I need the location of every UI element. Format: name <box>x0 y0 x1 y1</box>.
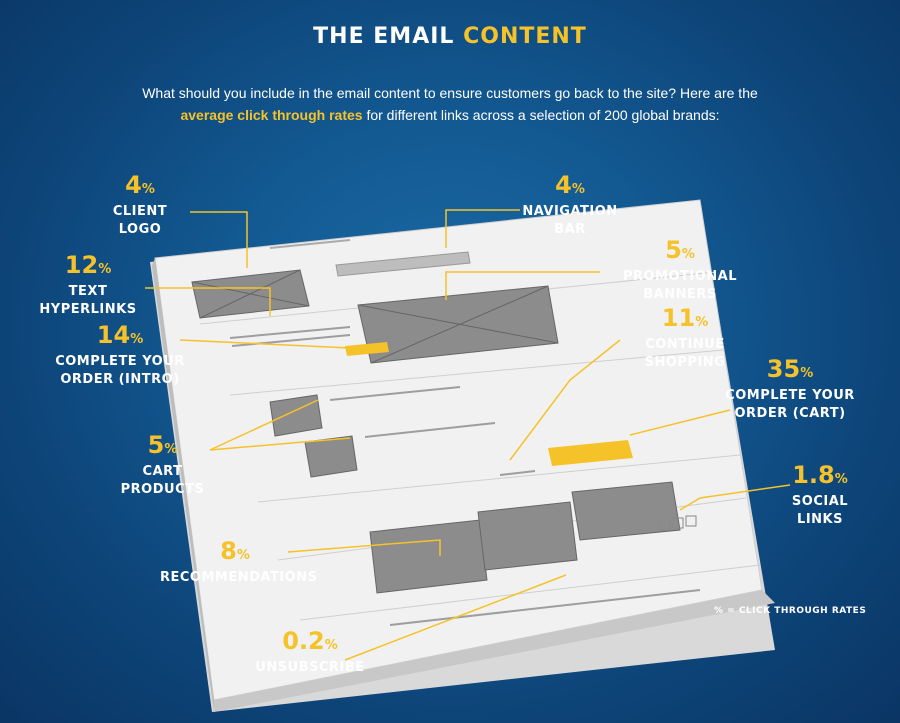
recommendation-box <box>571 481 681 541</box>
intro-text: What should you include in the email con… <box>120 82 780 126</box>
pct-unit: % <box>164 442 178 457</box>
label-name: RECOMMENDATIONS <box>160 570 318 585</box>
pct-value: 12 <box>64 251 99 279</box>
title-accent: CONTENT <box>463 24 587 49</box>
pct-value: 4 <box>125 171 142 199</box>
label-name: UNSUBSCRIBE <box>255 660 365 675</box>
social-icon <box>672 517 684 529</box>
pct-value: 14 <box>96 321 131 349</box>
legend-note: % = CLICK THROUGH RATES <box>714 606 867 616</box>
label-text-hyperlinks: 12% TEXT HYPERLINKS <box>18 252 158 319</box>
label-name: NAVIGATION BAR <box>522 204 618 237</box>
label-name: COMPLETE YOUR <box>725 388 855 403</box>
pct-value: 35 <box>766 355 801 383</box>
pct-unit: % <box>141 182 155 197</box>
cart-product-image <box>269 394 323 437</box>
pct-value: 11 <box>661 304 696 332</box>
recommendation-box <box>477 501 578 571</box>
page-edge-bottom <box>214 590 775 712</box>
pct-value: 8 <box>220 537 237 565</box>
label-name: CART PRODUCTS <box>120 464 205 497</box>
label-name: ORDER (CART) <box>734 406 846 421</box>
cart-product-image <box>304 435 358 478</box>
page-title: THE EMAIL CONTENT <box>0 24 900 49</box>
pct-unit: % <box>98 262 112 277</box>
label-promotional-banners: 5% PROMOTIONAL BANNERS <box>600 237 760 304</box>
label-name: CLIENT LOGO <box>112 204 168 237</box>
continue-shopping-link <box>499 470 536 476</box>
label-complete-order-cart: 35% COMPLETE YOUR ORDER (CART) <box>725 356 855 423</box>
label-social-links: 1.8% SOCIAL LINKS <box>770 462 870 529</box>
social-icon <box>659 519 671 531</box>
divider <box>257 454 741 503</box>
intro-after: for different links across a selection o… <box>362 107 720 123</box>
divider <box>229 349 724 396</box>
header-text-lines <box>269 239 351 249</box>
title-main: THE EMAIL <box>313 24 464 49</box>
label-name: COMPLETE YOUR <box>55 354 185 369</box>
label-complete-order-intro: 14% COMPLETE YOUR ORDER (INTRO) <box>55 322 185 389</box>
pct-unit: % <box>324 638 338 653</box>
label-client-logo: 4% CLIENT LOGO <box>95 172 185 239</box>
pct-value: 5 <box>665 236 682 264</box>
pct-unit: % <box>834 472 848 487</box>
social-icon <box>685 515 697 527</box>
recommendation-box <box>369 519 488 594</box>
label-navigation-bar: 4% NAVIGATION BAR <box>510 172 630 239</box>
navigation-bar-box <box>335 251 471 277</box>
label-unsubscribe: 0.2% UNSUBSCRIBE <box>255 628 365 677</box>
pct-unit: % <box>130 332 144 347</box>
leader-lines <box>145 209 791 661</box>
pct-value: 0.2 <box>282 627 325 655</box>
complete-order-cart-button <box>548 440 633 466</box>
unsubscribe-footer-text <box>389 589 701 626</box>
pct-value: 5 <box>147 431 165 459</box>
label-continue-shopping: 11% CONTINUE SHOPPING <box>615 305 755 372</box>
label-name: TEXT HYPERLINKS <box>39 284 137 317</box>
pct-value: 4 <box>555 171 572 199</box>
pct-unit: % <box>571 182 585 197</box>
divider <box>299 564 761 621</box>
intro-before: What should you include in the email con… <box>142 85 758 101</box>
pct-unit: % <box>800 366 814 381</box>
label-cart-products: 5% CART PRODUCTS <box>105 432 220 499</box>
label-name: CONTINUE SHOPPING <box>644 337 726 370</box>
pct-unit: % <box>681 247 695 262</box>
label-name: SOCIAL LINKS <box>791 494 849 527</box>
label-name: PROMOTIONAL BANNERS <box>622 269 738 302</box>
label-recommendations: 8% RECOMMENDATIONS <box>160 537 318 587</box>
pct-unit: % <box>695 315 709 330</box>
label-name: ORDER (INTRO) <box>60 372 180 387</box>
pct-unit: % <box>236 548 250 563</box>
intro-highlight: average click through rates <box>180 107 363 123</box>
pct-value: 1.8 <box>792 461 835 489</box>
page-edge-left <box>152 258 214 712</box>
complete-order-intro-button <box>345 342 389 356</box>
